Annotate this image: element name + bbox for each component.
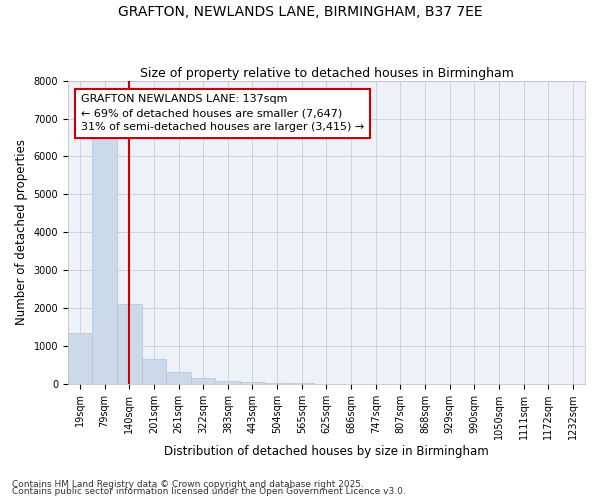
- Bar: [240, 382, 265, 384]
- Bar: [166, 372, 191, 384]
- Title: Size of property relative to detached houses in Birmingham: Size of property relative to detached ho…: [140, 66, 514, 80]
- Text: Contains public sector information licensed under the Open Government Licence v3: Contains public sector information licen…: [12, 487, 406, 496]
- Bar: [191, 378, 215, 384]
- Bar: [265, 383, 289, 384]
- Y-axis label: Number of detached properties: Number of detached properties: [15, 139, 28, 325]
- Text: GRAFTON NEWLANDS LANE: 137sqm
← 69% of detached houses are smaller (7,647)
31% o: GRAFTON NEWLANDS LANE: 137sqm ← 69% of d…: [81, 94, 364, 132]
- Text: GRAFTON, NEWLANDS LANE, BIRMINGHAM, B37 7EE: GRAFTON, NEWLANDS LANE, BIRMINGHAM, B37 …: [118, 5, 482, 19]
- Bar: [215, 380, 240, 384]
- X-axis label: Distribution of detached houses by size in Birmingham: Distribution of detached houses by size …: [164, 444, 489, 458]
- Bar: [117, 304, 142, 384]
- Bar: [290, 383, 314, 384]
- Bar: [142, 359, 166, 384]
- Text: Contains HM Land Registry data © Crown copyright and database right 2025.: Contains HM Land Registry data © Crown c…: [12, 480, 364, 489]
- Bar: [68, 332, 92, 384]
- Bar: [92, 130, 117, 384]
